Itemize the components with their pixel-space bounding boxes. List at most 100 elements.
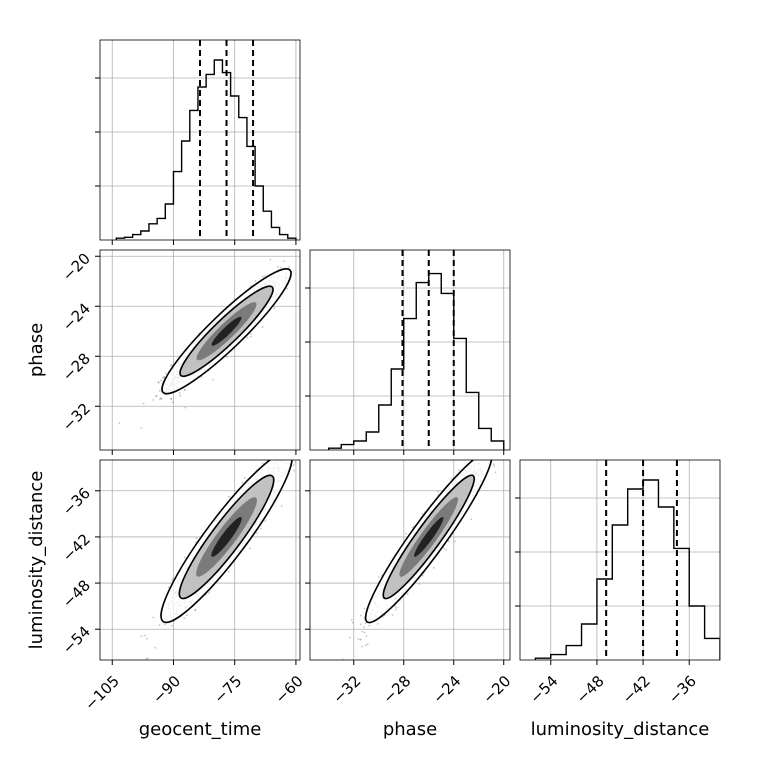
sample-point [178,392,181,395]
sample-point [292,463,295,466]
sample-point [368,624,371,627]
x-axis-label: luminosity_distance [531,719,710,740]
sample-point [363,607,366,610]
sample-point [391,614,394,616]
sample-point [200,376,203,379]
panel-frame [99,459,301,661]
sample-point [289,450,291,452]
sample-point [169,364,172,367]
sample-point [418,583,421,585]
sample-point [363,626,366,629]
sample-point [349,636,351,639]
sample-point [261,326,264,328]
sample-point [292,450,294,452]
sample-point [163,375,165,378]
y-tick-label: −36 [59,484,94,519]
sample-point [160,397,163,400]
sample-point [145,657,148,660]
sample-point [335,674,337,676]
sample-point [279,266,282,269]
y-tick-label: −20 [59,250,94,285]
sample-point [445,549,447,551]
sample-point [351,621,354,624]
sample-point [305,260,307,262]
sample-point [364,622,367,624]
y-tick-label: −54 [59,623,94,658]
sample-point [302,443,304,445]
sample-point [273,307,276,309]
y-tick-label: −28 [59,350,94,385]
sample-point [154,395,157,398]
sample-point [366,643,369,646]
sample-point [494,471,497,474]
x-tick-label: −75 [210,672,245,707]
density-fill [211,316,242,346]
panel-luminosity_distance-geocent_time: −54 −48 −42 −36 −105 −90 −75 −60 [59,389,324,714]
panel-luminosity_distance-luminosity_distance: −54 −48 −42 −36 [515,459,721,707]
sample-point [458,468,460,471]
sample-point [359,614,362,617]
y-tick-label: −24 [59,300,94,335]
sample-point [179,394,182,397]
sample-point [184,389,186,392]
density-fill [414,517,444,557]
sample-point [158,398,161,401]
sample-point [285,453,287,455]
x-tick-label: −28 [379,672,414,707]
sample-point [172,578,174,581]
panel-frame [519,459,721,661]
sample-point [165,372,167,375]
y-tick-label: −48 [59,576,94,611]
contour-line [161,268,292,395]
y-axis-label: luminosity_distance [26,471,47,650]
sample-point [261,462,264,465]
sample-point [288,451,290,453]
contour-line [179,285,274,378]
x-axis-label: phase [383,719,437,740]
histogram-luminosity_distance [534,479,720,660]
sample-point [225,356,228,358]
sample-point [249,335,252,338]
sample-point [322,389,324,391]
sample-point [248,547,251,550]
x-tick-label: −54 [526,672,561,707]
sample-point [450,477,453,480]
sample-point [158,389,161,392]
sample-point [170,398,173,401]
sample-point [171,401,174,404]
sample-point [361,645,363,648]
sample-point [364,644,367,647]
sample-point [437,490,440,493]
sample-point [195,537,198,540]
sample-point [443,547,445,550]
sample-point [184,406,187,409]
sample-point [254,280,257,282]
sample-point [163,623,166,626]
panel-frame [99,39,301,241]
x-tick-label: −32 [329,672,364,707]
panel-frame [309,459,511,661]
sample-point [264,519,267,522]
sample-point [183,388,186,391]
sample-point [286,456,288,458]
sample-point [447,540,450,543]
sample-point [250,333,252,335]
sample-point [281,443,283,445]
sample-point [495,445,497,447]
panel-phase-geocent_time: −32 −28 −24 −20 [59,250,307,455]
histogram-phase [328,272,505,450]
sample-point [274,457,276,459]
sample-point [492,463,495,466]
sample-point [146,637,148,640]
sample-point [361,630,364,633]
sample-point [152,616,155,619]
sample-point [411,526,414,529]
sample-point [208,592,210,594]
x-tick-label: −105 [81,672,123,714]
sample-point [261,275,264,278]
sample-point [152,398,155,401]
sample-point [287,456,289,458]
sample-point [194,609,196,611]
sample-point [143,634,146,637]
sample-point [278,457,280,459]
